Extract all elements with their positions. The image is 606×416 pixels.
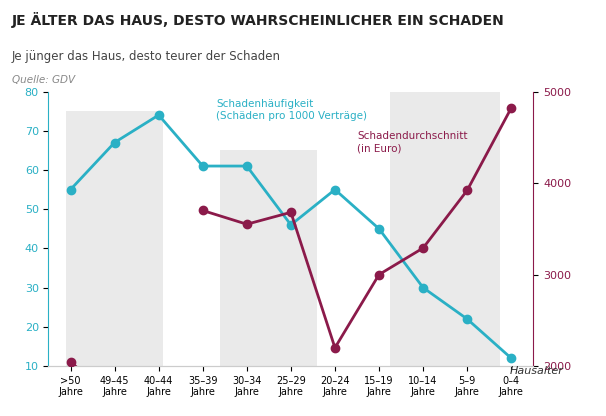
Text: Schadendurchschnitt
(in Euro): Schadendurchschnitt (in Euro) bbox=[357, 131, 467, 153]
FancyBboxPatch shape bbox=[66, 111, 163, 366]
Text: Je jünger das Haus, desto teurer der Schaden: Je jünger das Haus, desto teurer der Sch… bbox=[12, 50, 281, 63]
FancyBboxPatch shape bbox=[390, 92, 500, 366]
FancyBboxPatch shape bbox=[221, 150, 318, 366]
Text: Hausalter: Hausalter bbox=[510, 366, 564, 376]
Text: Schadenhäufigkeit
(Schäden pro 1000 Verträge): Schadenhäufigkeit (Schäden pro 1000 Vert… bbox=[216, 99, 367, 121]
Text: JE ÄLTER DAS HAUS, DESTO WAHRSCHEINLICHER EIN SCHADEN: JE ÄLTER DAS HAUS, DESTO WAHRSCHEINLICHE… bbox=[12, 12, 505, 28]
Text: Quelle: GDV: Quelle: GDV bbox=[12, 75, 75, 85]
